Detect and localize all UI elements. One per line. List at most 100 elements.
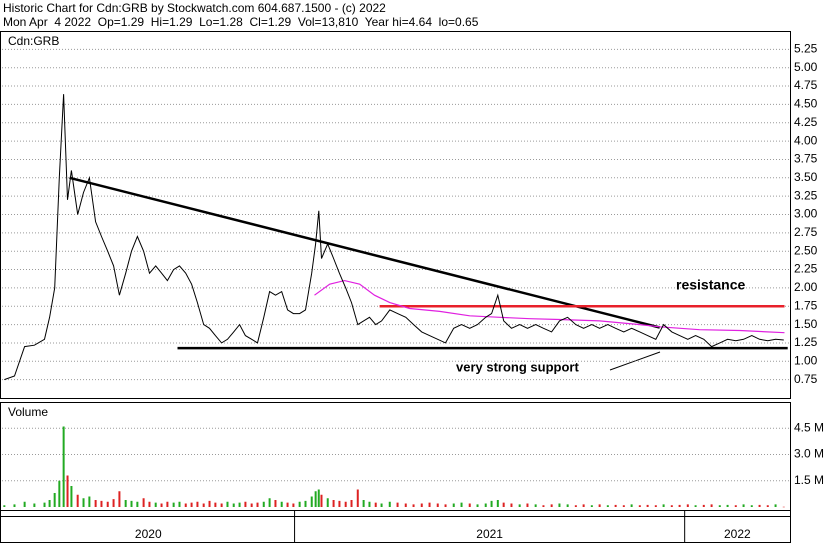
volume-bar [646, 504, 649, 507]
volume-bar [256, 502, 259, 507]
volume-bar [622, 505, 625, 507]
volume-bar [112, 499, 115, 507]
volume-bar [590, 505, 593, 507]
volume-bar [490, 500, 493, 507]
y-tick-label: 1.50 [794, 317, 818, 331]
y-tick-label: 2.25 [794, 262, 818, 276]
volume-bar [178, 501, 181, 507]
volume-bar [118, 491, 121, 507]
y-tick-label: 1.00 [794, 353, 818, 367]
volume-bar [184, 503, 187, 507]
y-tick-label: 5.00 [794, 60, 818, 74]
volume-bar [638, 505, 641, 507]
chart-title: Historic Chart for Cdn:GRB by Stockwatch… [3, 1, 386, 15]
volume-bar [614, 504, 617, 507]
volume-bar [280, 501, 283, 507]
volume-bar [526, 503, 529, 507]
volume-bar [43, 502, 46, 507]
volume-bar [396, 502, 399, 507]
volume-bar [484, 503, 487, 507]
volume-bar [726, 504, 729, 507]
volume-bar [220, 503, 223, 507]
volume-bar [630, 504, 633, 507]
volume-bar [130, 500, 133, 507]
volume-bar [70, 486, 73, 507]
chart-subtitle: Mon Apr 4 2022 Op=1.29 Hi=1.29 Lo=1.28 C… [3, 15, 479, 29]
volume-bar [460, 502, 463, 507]
volume-bar [686, 504, 689, 507]
volume-bar [66, 475, 69, 507]
volume-bar [202, 503, 205, 507]
y-tick-label: 1.5 M [794, 473, 824, 487]
y-tick-label: 2.00 [794, 280, 818, 294]
volume-bar [380, 503, 383, 507]
volume-bar [124, 500, 127, 507]
volume-bar [550, 504, 553, 507]
volume-bar [208, 500, 211, 507]
volume-bar [94, 500, 97, 507]
volume-bar [232, 503, 235, 507]
volume-bar [534, 504, 537, 507]
y-tick-label: 0.75 [794, 372, 818, 386]
volume-bar [662, 504, 665, 507]
volume-bar [606, 505, 609, 507]
volume-bar [362, 500, 365, 507]
volume-bar [558, 503, 561, 507]
volume-bar [320, 494, 323, 507]
annotation: very strong support [456, 359, 579, 374]
volume-bar [518, 504, 521, 507]
volume-bar [310, 496, 313, 507]
volume-bar [496, 500, 499, 507]
volume-bar [350, 500, 353, 507]
y-tick-label: 1.25 [794, 335, 818, 349]
volume-bar [298, 501, 301, 507]
y-tick-label: 4.5 M [794, 420, 824, 434]
volume-bar [250, 503, 253, 507]
volume-bar [238, 502, 241, 507]
volume-bar [48, 500, 51, 507]
volume-bar [154, 502, 157, 507]
volume-bar [332, 500, 335, 507]
volume-bar [742, 504, 745, 507]
volume-bar [368, 501, 371, 507]
volume-bar [136, 501, 139, 507]
volume-bar [338, 500, 341, 507]
volume-bar [654, 505, 657, 507]
volume-bar [166, 501, 169, 507]
volume-bar [76, 494, 79, 507]
volume-bar [702, 504, 705, 507]
volume-bar [420, 503, 423, 507]
volume-bar [582, 504, 585, 507]
volume-bar [412, 504, 415, 507]
volume-bar [774, 504, 777, 507]
volume-bar [214, 502, 217, 507]
y-tick-label: 2.50 [794, 243, 818, 257]
volume-bar [436, 503, 439, 507]
volume-bar [502, 502, 505, 507]
volume-bar [82, 498, 85, 507]
volume-bar [710, 504, 713, 507]
volume-bar [88, 496, 91, 507]
x-tick-label: 2021 [476, 527, 503, 541]
volume-bar [172, 502, 175, 507]
volume-bar [304, 500, 307, 507]
y-tick-label: 5.25 [794, 42, 818, 56]
volume-bar [750, 505, 753, 507]
volume-bar [428, 502, 431, 507]
volume-bar [344, 501, 347, 507]
y-tick-label: 4.75 [794, 78, 818, 92]
y-tick-label: 3.50 [794, 170, 818, 184]
y-tick-label: 3.00 [794, 207, 818, 221]
volume-bar [58, 480, 61, 507]
y-tick-label: 2.75 [794, 225, 818, 239]
volume-bar [452, 503, 455, 507]
volume-bar [388, 501, 391, 507]
volume-bar [374, 502, 377, 507]
volume-bar [226, 501, 229, 507]
volume-bar [23, 501, 26, 507]
y-tick-label: 3.25 [794, 188, 818, 202]
volume-bar [106, 501, 109, 507]
